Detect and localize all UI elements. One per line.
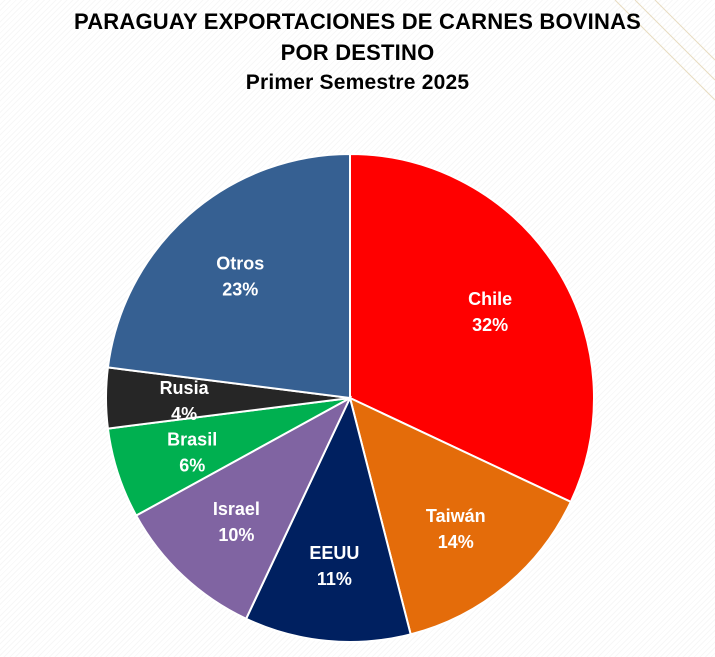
slice-value-israel: 10% — [218, 525, 254, 545]
slice-label-eeuu: EEUU — [309, 543, 359, 563]
pie-slices — [105, 152, 595, 643]
pie-labels: Chile 32% Taiwán 14% EEUU 11% Israel 10% Brasil 6… — [160, 254, 513, 590]
slice-value-taiwan: 14% — [438, 532, 474, 552]
slice-label-taiwan: Taiwán — [426, 506, 486, 526]
slice-label-israel: Israel — [213, 499, 260, 519]
slice-label-rusia: Rusia — [160, 378, 210, 398]
pie-slice-israel — [134, 395, 353, 621]
slice-value-chile: 32% — [472, 315, 508, 335]
pie-slice-chile — [349, 152, 595, 504]
pie-slice-taiwan — [348, 396, 573, 636]
slice-value-rusia: 4% — [171, 404, 197, 424]
slice-label-brasil: Brasil — [167, 429, 217, 449]
slice-value-brasil: 6% — [179, 455, 205, 475]
chart-subtitle: Primer Semestre 2025 — [245, 71, 470, 94]
chart-titles: PARAGUAY EXPORTACIONES DE CARNES BOVINAS… — [0, 6, 715, 98]
pie-slice-otros — [106, 152, 351, 400]
slice-value-eeuu: 11% — [317, 569, 352, 589]
decorative-corner-lines — [614, 0, 715, 101]
slice-label-chile: Chile — [468, 289, 512, 309]
chart-title: PARAGUAY EXPORTACIONES DE CARNES BOVINAS — [73, 9, 642, 34]
pie-slice-eeuu — [244, 395, 412, 643]
slice-label-otros: Otros — [216, 254, 264, 274]
chart-title-line2: POR DESTINO — [280, 40, 435, 65]
slice-value-otros: 23% — [222, 280, 258, 300]
